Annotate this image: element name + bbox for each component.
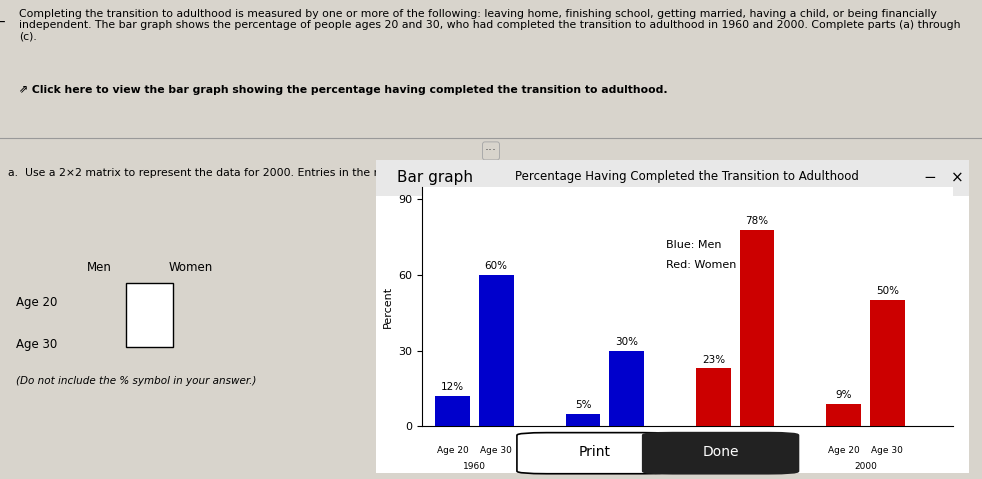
Text: Completing the transition to adulthood is measured by one or more of the followi: Completing the transition to adulthood i… [20, 9, 961, 42]
Text: Blue: Men: Blue: Men [666, 240, 721, 250]
FancyBboxPatch shape [376, 160, 969, 196]
FancyBboxPatch shape [517, 433, 673, 474]
Text: 1960: 1960 [724, 462, 746, 470]
Bar [609, 351, 644, 426]
Text: ×: × [951, 171, 963, 185]
Text: Women: Women [169, 261, 213, 274]
Text: 50%: 50% [876, 286, 899, 297]
Text: Bar graph: Bar graph [397, 171, 473, 185]
Bar [566, 414, 600, 426]
Text: Age 20: Age 20 [16, 296, 57, 309]
Text: 12%: 12% [441, 382, 464, 392]
Text: (Do not include the % symbol in your answer.): (Do not include the % symbol in your ans… [16, 376, 256, 386]
Text: Age 20: Age 20 [828, 446, 860, 456]
Text: Men: Men [86, 261, 111, 274]
Text: Age 30: Age 30 [741, 446, 773, 456]
Text: Age 20: Age 20 [568, 446, 599, 456]
Text: ···: ··· [485, 144, 497, 158]
Bar [739, 229, 775, 426]
Text: 2000: 2000 [593, 462, 617, 470]
Bar [870, 300, 904, 426]
Text: Red: Women: Red: Women [666, 260, 736, 270]
Text: Age 30: Age 30 [16, 338, 57, 351]
Text: −: − [924, 171, 937, 185]
Text: 1960: 1960 [463, 462, 486, 470]
Bar [696, 368, 731, 426]
Y-axis label: Percent: Percent [383, 285, 393, 328]
Title: Percentage Having Completed the Transition to Adulthood: Percentage Having Completed the Transiti… [516, 170, 859, 183]
Text: 2000: 2000 [854, 462, 877, 470]
Text: Age 20: Age 20 [697, 446, 730, 456]
Bar [479, 275, 514, 426]
Text: 23%: 23% [702, 354, 725, 365]
Text: ⇗ Click here to view the bar graph showing the percentage having completed the t: ⇗ Click here to view the bar graph showi… [20, 85, 668, 95]
Bar [827, 404, 861, 426]
Text: a.  Use a 2×2 matrix to represent the data for 2000. Entries in the matrix shoul: a. Use a 2×2 matrix to represent the dat… [8, 168, 813, 178]
Text: Age 30: Age 30 [480, 446, 512, 456]
Text: Print: Print [578, 445, 611, 458]
Text: Age 20: Age 20 [437, 446, 468, 456]
Bar [435, 396, 470, 426]
Text: 30%: 30% [615, 337, 638, 347]
Text: 5%: 5% [574, 400, 591, 410]
FancyBboxPatch shape [642, 433, 798, 474]
Text: 78%: 78% [745, 216, 769, 226]
Text: Done: Done [702, 445, 738, 458]
Text: ←: ← [0, 15, 5, 29]
Text: Age 30: Age 30 [611, 446, 642, 456]
Text: 9%: 9% [836, 390, 852, 400]
Text: 60%: 60% [485, 261, 508, 271]
FancyBboxPatch shape [126, 283, 173, 347]
Text: Age 30: Age 30 [871, 446, 903, 456]
FancyBboxPatch shape [376, 196, 969, 473]
